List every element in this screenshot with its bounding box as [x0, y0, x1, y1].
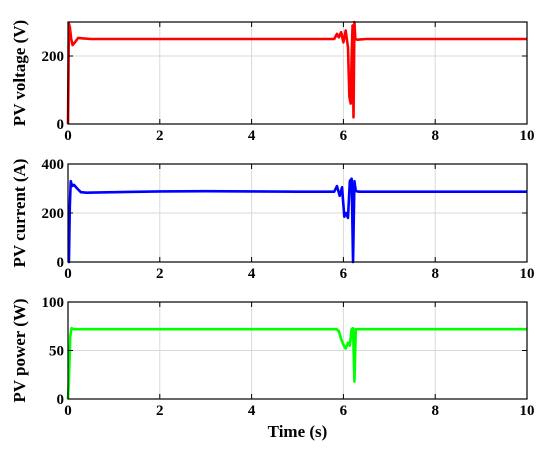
- series-line: [66, 20, 527, 125]
- x-tick-label: 0: [64, 266, 72, 282]
- chart-panel-1: 0 2 4 6 8 10 0 200 PV voltage (V): [10, 20, 535, 144]
- y-tick-label: 0: [57, 255, 65, 271]
- y-axis-label: PV current (A): [10, 159, 29, 268]
- x-tick-label: 4: [248, 128, 256, 144]
- x-tick-label: 4: [248, 266, 256, 282]
- x-tick-label: 6: [340, 403, 348, 419]
- y-tick-label: 0: [57, 117, 65, 133]
- x-tick-label: 0: [64, 128, 72, 144]
- x-tick-label: 4: [248, 403, 256, 419]
- x-axis-label: Time (s): [268, 422, 328, 441]
- y-axis-label: PV power (W): [10, 298, 29, 402]
- axes-frame: [67, 21, 528, 125]
- y-tick-label: 200: [42, 206, 65, 222]
- x-tick-label: 2: [156, 403, 164, 419]
- plot-area: [68, 22, 527, 124]
- x-tick-label: 10: [520, 403, 535, 419]
- x-tick-label: 8: [431, 266, 439, 282]
- x-tick-label: 8: [431, 403, 439, 419]
- x-tick-label: 8: [431, 128, 439, 144]
- x-tick-label: 10: [520, 128, 535, 144]
- x-tick-label: 10: [520, 266, 535, 282]
- x-tick-label: 6: [340, 128, 348, 144]
- series-line: [67, 177, 527, 264]
- y-tick-label: 50: [49, 344, 64, 360]
- x-tick-label: 2: [156, 266, 164, 282]
- series-line: [66, 326, 527, 400]
- y-tick-label: 200: [42, 49, 65, 65]
- x-tick-label: 0: [64, 403, 72, 419]
- chart-panel-2: 0 2 4 6 8 10 0 200 400 PV current (A): [10, 157, 535, 282]
- y-tick-label: 0: [57, 392, 65, 408]
- x-tick-label: 2: [156, 128, 164, 144]
- y-axis-label: PV voltage (V): [10, 20, 29, 126]
- y-tick-label: 100: [42, 295, 65, 311]
- y-tick-label: 400: [42, 157, 65, 173]
- x-tick-label: 6: [340, 266, 348, 282]
